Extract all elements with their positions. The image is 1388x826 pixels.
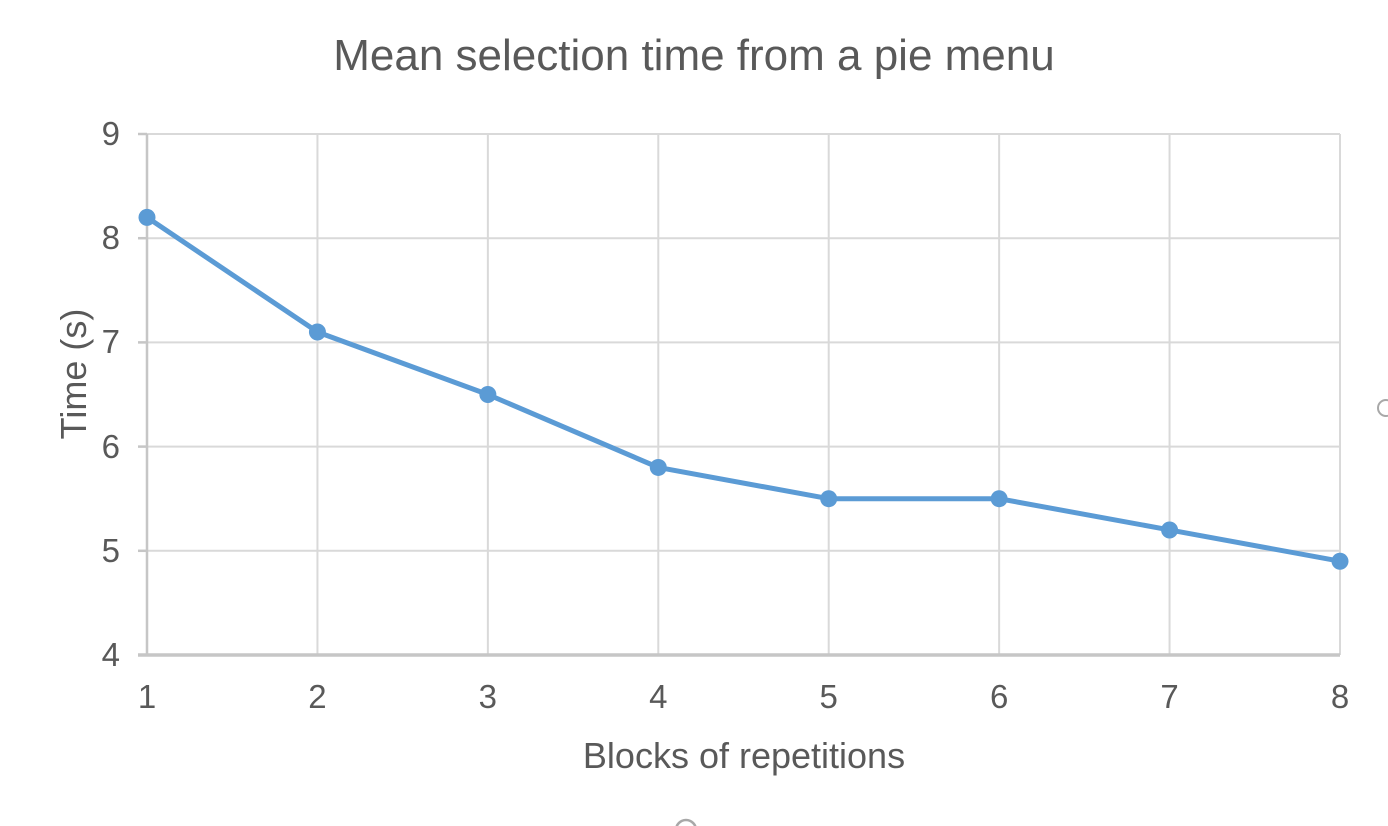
x-axis-title: Blocks of repetitions — [582, 735, 906, 776]
data-series — [138, 208, 1349, 570]
data-point-marker — [649, 458, 667, 476]
y-tick-label: 4 — [101, 636, 120, 673]
data-point-marker — [479, 386, 497, 403]
x-tick-label: 3 — [478, 678, 498, 715]
x-tick-label: 8 — [1330, 678, 1350, 715]
series-line — [144, 214, 1343, 564]
data-point-marker — [1331, 552, 1349, 570]
clipped-handle-artifact-right — [1377, 399, 1388, 417]
x-tick-label: 4 — [649, 678, 668, 715]
x-tick-label: 1 — [137, 678, 157, 715]
gridlines — [147, 133, 1341, 655]
y-tick-label: 6 — [101, 427, 120, 465]
x-tick-label: 6 — [989, 678, 1009, 715]
data-point-marker — [1161, 521, 1179, 539]
y-tick-label: 8 — [101, 219, 120, 257]
data-point-marker — [820, 490, 838, 508]
chart-title: Mean selection time from a pie menu — [333, 31, 1055, 80]
y-tick-label: 5 — [101, 531, 120, 569]
x-tick-label: 7 — [1160, 678, 1179, 715]
x-tick-label: 5 — [819, 678, 838, 715]
y-tick-label: 7 — [101, 323, 120, 361]
y-tick-label: 9 — [101, 115, 120, 152]
data-point-marker — [990, 490, 1008, 508]
x-tick-label: 2 — [308, 678, 327, 715]
data-point-marker — [308, 323, 326, 341]
clipped-handle-artifact-bottom — [675, 818, 697, 826]
data-point-marker — [138, 208, 156, 226]
